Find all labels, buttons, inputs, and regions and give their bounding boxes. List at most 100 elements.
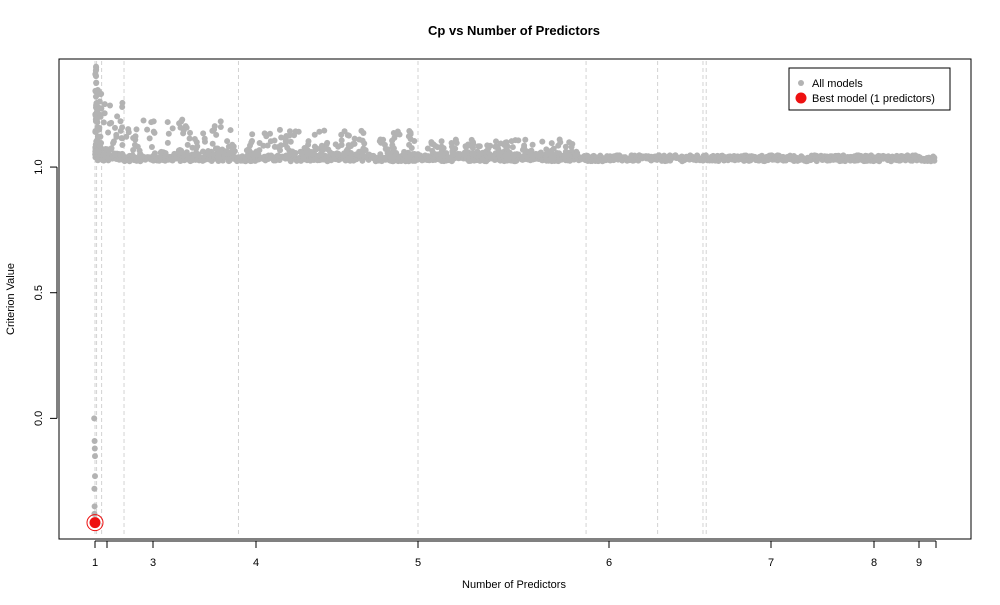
data-point bbox=[360, 145, 367, 152]
data-point bbox=[183, 149, 190, 156]
data-point bbox=[130, 146, 137, 153]
data-point bbox=[407, 129, 414, 136]
data-point bbox=[246, 147, 253, 154]
data-point bbox=[353, 151, 360, 158]
data-point bbox=[550, 145, 557, 152]
data-point bbox=[211, 126, 218, 133]
data-point bbox=[264, 142, 271, 149]
data-point bbox=[111, 124, 118, 131]
data-point bbox=[528, 147, 535, 154]
data-point bbox=[248, 138, 255, 145]
data-point bbox=[931, 157, 938, 164]
data-point bbox=[564, 150, 571, 157]
data-point bbox=[522, 136, 529, 143]
data-point bbox=[221, 150, 228, 157]
data-point bbox=[193, 139, 200, 146]
data-point bbox=[511, 151, 518, 158]
data-point bbox=[289, 148, 296, 155]
data-point bbox=[433, 151, 440, 158]
legend-label-all-models: All models bbox=[812, 78, 863, 90]
x-tick-label: 4 bbox=[253, 557, 259, 569]
data-point bbox=[119, 142, 126, 149]
data-point bbox=[277, 147, 284, 154]
data-point bbox=[316, 128, 323, 135]
data-point bbox=[91, 437, 98, 444]
data-point bbox=[119, 99, 126, 106]
data-point bbox=[213, 131, 220, 138]
data-point bbox=[529, 141, 536, 148]
data-point bbox=[150, 118, 157, 125]
data-point bbox=[486, 150, 493, 157]
data-point bbox=[313, 146, 320, 153]
data-point bbox=[389, 142, 396, 149]
data-point bbox=[214, 145, 221, 152]
best-point bbox=[89, 517, 101, 529]
data-point bbox=[278, 134, 285, 141]
y-tick-label: 0.5 bbox=[33, 285, 45, 300]
data-point bbox=[523, 148, 530, 155]
data-point bbox=[573, 151, 580, 158]
data-point bbox=[401, 151, 408, 158]
data-point bbox=[92, 71, 99, 78]
data-point bbox=[267, 138, 274, 145]
data-point bbox=[117, 118, 124, 125]
data-point bbox=[215, 151, 222, 158]
data-point bbox=[91, 415, 98, 422]
data-point bbox=[501, 142, 508, 149]
data-point bbox=[380, 136, 387, 143]
data-point bbox=[113, 133, 120, 140]
y-tick-label: 1.0 bbox=[33, 159, 45, 174]
data-point bbox=[366, 151, 373, 158]
best-point-ring bbox=[86, 514, 104, 532]
data-point bbox=[341, 128, 348, 135]
data-point bbox=[125, 129, 132, 136]
data-point bbox=[360, 130, 367, 137]
best-model-marker bbox=[86, 514, 104, 532]
data-point bbox=[96, 142, 103, 149]
data-point bbox=[201, 138, 208, 145]
x-tick-label: 1 bbox=[92, 557, 98, 569]
y-axis: 0.0 0.5 1.0 bbox=[33, 159, 58, 426]
data-point bbox=[187, 129, 194, 136]
data-point bbox=[224, 138, 231, 145]
data-point bbox=[91, 485, 98, 492]
x-axis-label: Number of Predictors bbox=[462, 579, 566, 591]
data-point bbox=[186, 135, 193, 142]
data-point bbox=[114, 113, 121, 120]
data-point bbox=[515, 137, 522, 144]
data-point bbox=[521, 142, 528, 149]
data-point bbox=[93, 79, 100, 86]
data-point bbox=[157, 149, 164, 156]
data-point bbox=[338, 137, 345, 144]
data-point bbox=[107, 102, 114, 109]
data-point bbox=[165, 130, 172, 137]
data-point bbox=[162, 150, 169, 157]
data-point bbox=[428, 140, 435, 147]
data-point bbox=[92, 453, 98, 460]
data-point bbox=[391, 134, 398, 141]
x-tick-label: 6 bbox=[606, 557, 612, 569]
data-point bbox=[330, 150, 337, 157]
data-point bbox=[164, 119, 171, 126]
data-point bbox=[282, 138, 289, 145]
data-point bbox=[440, 145, 447, 152]
y-tick-label: 0.0 bbox=[33, 411, 45, 426]
data-point bbox=[476, 151, 483, 158]
data-point bbox=[485, 145, 492, 152]
chart-title: Cp vs Number of Predictors bbox=[428, 23, 600, 38]
data-point bbox=[92, 473, 98, 480]
data-point bbox=[556, 150, 563, 157]
data-point bbox=[539, 138, 546, 145]
data-point bbox=[226, 150, 233, 157]
data-point bbox=[556, 136, 563, 143]
data-point bbox=[338, 142, 345, 149]
data-point bbox=[200, 130, 207, 137]
data-point bbox=[148, 143, 155, 150]
data-point bbox=[277, 142, 284, 149]
data-point bbox=[164, 139, 171, 146]
data-point bbox=[325, 146, 332, 153]
data-point bbox=[96, 98, 103, 105]
data-point bbox=[247, 142, 254, 149]
data-point bbox=[217, 118, 224, 125]
